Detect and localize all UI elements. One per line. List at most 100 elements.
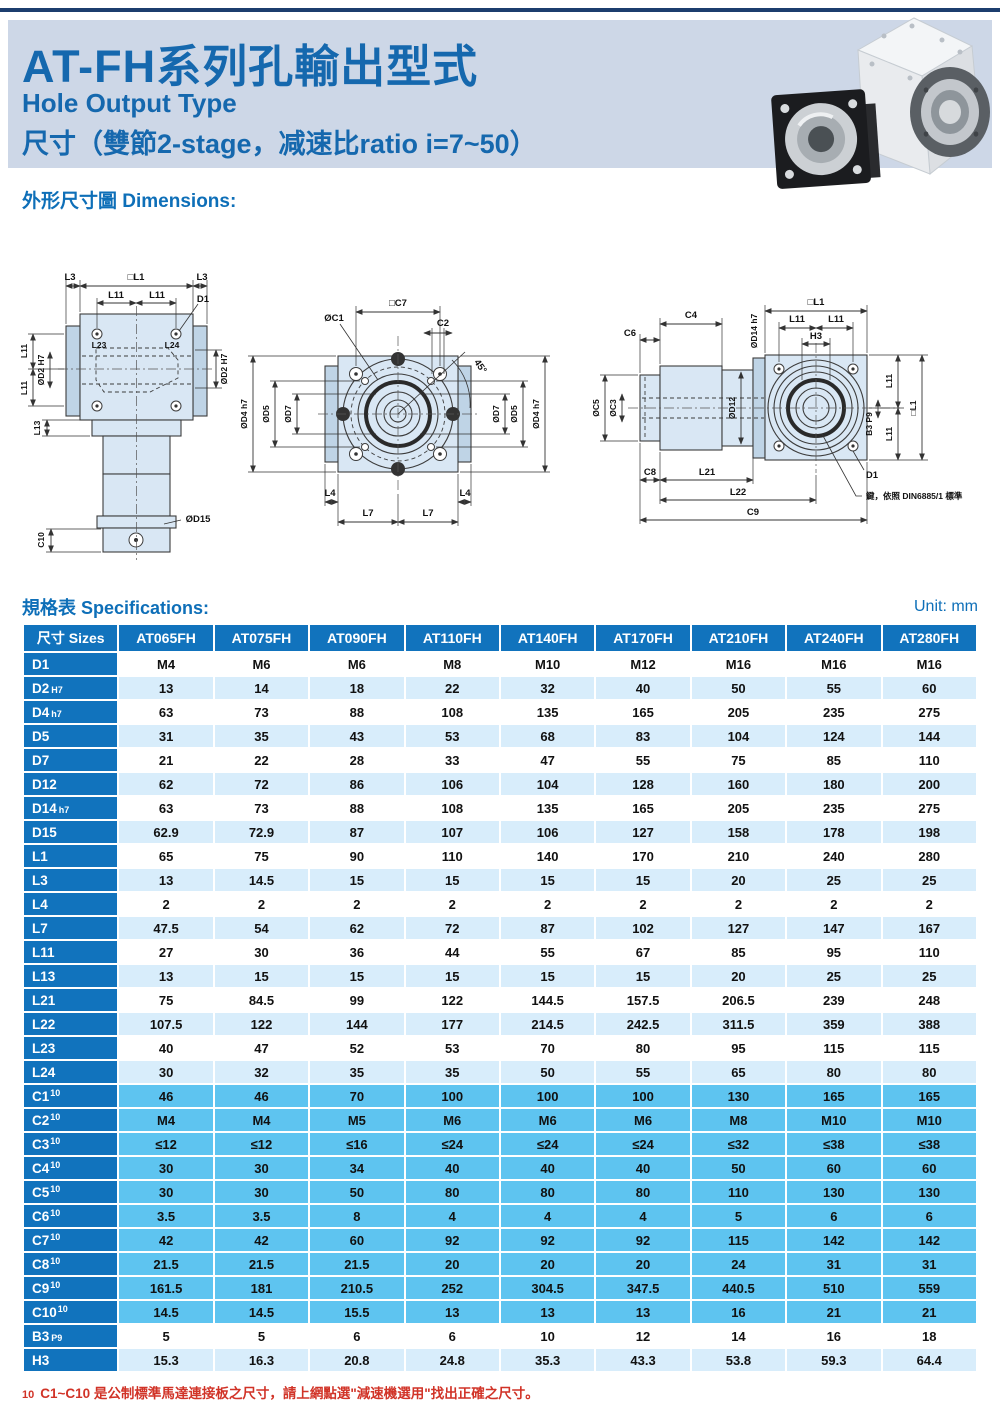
table-cell: M4 [119,1109,213,1131]
table-cell: 147 [787,917,881,939]
table-cell: 92 [500,1229,595,1251]
dim-label: L4 [459,488,471,499]
table-cell: 80 [596,1181,690,1203]
table-cell: 13 [119,677,213,699]
table-cell: 72 [214,773,309,795]
dim-label: C6 [624,328,636,339]
subtitle-english: Hole Output Type [22,88,237,118]
dim-label: L3 [64,272,75,283]
table-row: D2 H7 13 14 18 22 32 40 50 55 60 [24,677,976,699]
table-cell: 161.5 [119,1277,213,1299]
table-cell: 115 [882,1037,976,1059]
table-cell: ≤16 [310,1133,404,1155]
table-cell: 6 [310,1325,404,1347]
table-row: D7 21 22 28 33 47 55 75 85 110 [24,749,976,771]
table-cell: 15 [310,869,404,891]
table-cell: 47 [500,749,595,771]
table-cell: 240 [787,845,881,867]
table-cell: 6 [882,1205,976,1227]
table-cell: 144 [310,1013,404,1035]
table-cell: 5 [214,1325,309,1347]
table-row: H3 15.3 16.3 20.8 24.8 35.3 43.3 53.8 59.3 64.4 [24,1349,976,1371]
table-cell: ≤12 [214,1133,309,1155]
table-cell: 165 [787,1085,881,1107]
dim-label: ØC1 [324,313,344,324]
table-cell: 235 [787,797,881,819]
col-header: AT090FH [310,625,404,651]
row-label: C310 [24,1133,118,1155]
row-label: C110 [24,1085,118,1107]
dim-label: L11 [19,381,29,395]
table-cell: 14 [214,677,309,699]
row-label: L23 [24,1037,118,1059]
table-cell: 55 [596,749,690,771]
table-cell: 30 [119,1181,213,1203]
table-cell: 167 [882,917,976,939]
dim-label: L7 [422,508,433,519]
table-cell: 107.5 [119,1013,213,1035]
table-cell: 31 [787,1253,881,1275]
table-cell: 235 [787,701,881,723]
table-cell: 43.3 [596,1349,690,1371]
dim-label: ØD4 h7 [239,399,249,429]
table-cell: 144.5 [500,989,595,1011]
table-cell: 95 [691,1037,786,1059]
table-cell: 15 [405,869,499,891]
table-cell: 46 [119,1085,213,1107]
dim-label: L22 [730,487,746,498]
table-cell: 35 [310,1061,404,1083]
row-label: L1 [24,845,118,867]
table-cell: 142 [787,1229,881,1251]
dim-label: L21 [699,467,716,478]
table-cell: 20 [691,965,786,987]
row-label: L4 [24,893,118,915]
table-row: D4 h7 63 73 88 108 135 165 205 235 275 [24,701,976,723]
table-cell: 122 [214,1013,309,1035]
table-cell: 62.9 [119,821,213,843]
row-label: D5 [24,725,118,747]
col-header-sizes: 尺寸 Sizes [24,625,118,651]
table-cell: 181 [214,1277,309,1299]
dim-label: D1 [197,294,210,305]
dim-label: ØD7 [283,405,293,423]
table-cell: 32 [500,677,595,699]
table-cell: 135 [500,701,595,723]
table-cell: 14 [691,1325,786,1347]
table-cell: 2 [882,893,976,915]
table-cell: 2 [596,893,690,915]
row-label: L3 [24,869,118,891]
table-cell: 165 [596,701,690,723]
table-cell: 30 [214,1157,309,1179]
table-cell: M5 [310,1109,404,1131]
table-cell: 21.5 [214,1253,309,1275]
dim-label: L11 [884,374,894,388]
table-cell: M8 [405,653,499,675]
table-cell: 63 [119,701,213,723]
table-cell: ≤24 [405,1133,499,1155]
table-cell: 24 [691,1253,786,1275]
table-cell: 88 [310,701,404,723]
table-cell: M12 [596,653,690,675]
din-standard-note: 鍵，依照 DIN6885/1 標準 [866,491,963,501]
table-cell: 44 [405,941,499,963]
col-header: AT110FH [405,625,499,651]
dim-label: L4 [324,488,336,499]
table-row: C210 M4 M4 M5 M6 M6 M6 M8 M10 M10 [24,1109,976,1131]
table-row: B3 P9 5 5 6 6 10 12 14 16 18 [24,1325,976,1347]
table-cell: 210 [691,845,786,867]
row-label: C710 [24,1229,118,1251]
row-label: D2 H7 [24,677,118,699]
table-cell: 200 [882,773,976,795]
col-header: AT210FH [691,625,786,651]
table-cell: 100 [500,1085,595,1107]
table-cell: 242.5 [596,1013,690,1035]
table-cell: 40 [405,1157,499,1179]
table-cell: 359 [787,1013,881,1035]
table-cell: 80 [405,1181,499,1203]
table-row: L24 30 32 35 35 50 55 65 80 80 [24,1061,976,1083]
table-cell: 87 [310,821,404,843]
table-cell: 13 [500,1301,595,1323]
table-cell: 106 [500,821,595,843]
table-cell: 20 [596,1253,690,1275]
table-cell: 62 [310,917,404,939]
